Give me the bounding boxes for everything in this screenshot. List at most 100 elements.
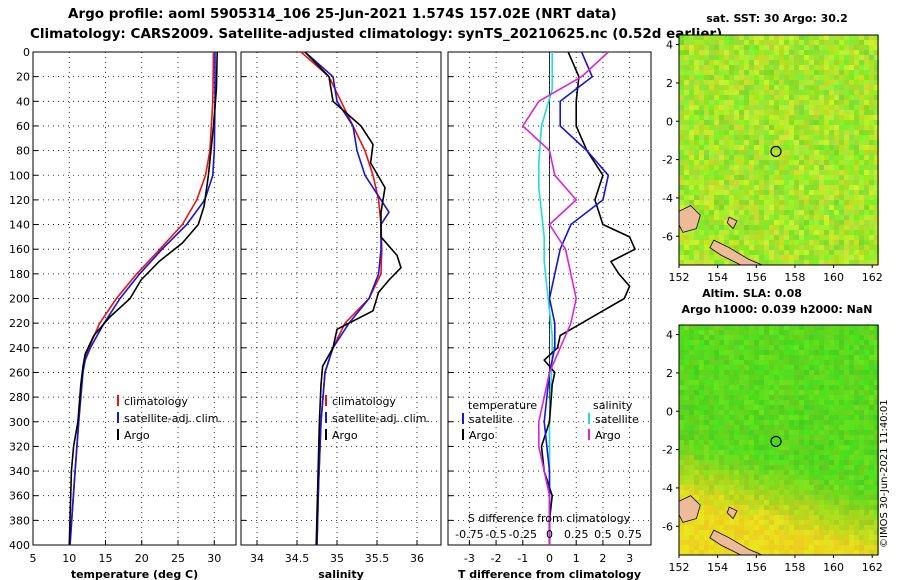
map-cell — [739, 535, 744, 540]
map-cell — [824, 400, 829, 405]
map-cell — [859, 115, 864, 120]
map-cell — [729, 380, 734, 385]
map-cell — [749, 70, 754, 75]
map-cell — [699, 170, 704, 175]
map-cell — [684, 465, 689, 470]
map-cell — [779, 495, 784, 500]
map-cell — [869, 375, 874, 380]
map-cell — [849, 330, 854, 335]
map-cell — [859, 80, 864, 85]
map-cell — [719, 425, 724, 430]
map-cell — [789, 440, 794, 445]
map-cell — [794, 140, 799, 145]
map-cell — [729, 215, 734, 220]
map-cell — [799, 485, 804, 490]
map-cell — [769, 455, 774, 460]
map-cell — [734, 225, 739, 230]
map-cell — [694, 110, 699, 115]
map-cell — [834, 460, 839, 465]
map-cell — [874, 515, 879, 520]
map-cell — [774, 455, 779, 460]
map-cell — [689, 115, 694, 120]
map-cell — [854, 255, 859, 260]
map-cell — [794, 360, 799, 365]
map-cell — [699, 215, 704, 220]
map-cell — [689, 485, 694, 490]
map-cell — [754, 505, 759, 510]
map-cell — [834, 125, 839, 130]
map-cell — [804, 45, 809, 50]
map-cell — [749, 435, 754, 440]
map-cell — [749, 470, 754, 475]
map-cell — [734, 415, 739, 420]
map-cell — [709, 115, 714, 120]
map-cell — [779, 95, 784, 100]
map-cell — [709, 130, 714, 135]
map-cell — [864, 205, 869, 210]
map-cell — [789, 430, 794, 435]
map-cell — [719, 340, 724, 345]
map-cell — [679, 335, 684, 340]
map-cell — [734, 365, 739, 370]
map-cell — [869, 80, 874, 85]
map-cell — [829, 490, 834, 495]
map-cell — [694, 55, 699, 60]
map-cell — [734, 455, 739, 460]
map-cell — [849, 235, 854, 240]
map-cell — [854, 185, 859, 190]
map-cell — [869, 160, 874, 165]
map-cell — [784, 455, 789, 460]
map-cell — [829, 500, 834, 505]
map-cell — [824, 415, 829, 420]
map-cell — [819, 425, 824, 430]
map-cell — [844, 450, 849, 455]
map-cell — [724, 110, 729, 115]
map-cell — [744, 230, 749, 235]
map-cell — [859, 260, 864, 265]
map-cell — [754, 525, 759, 530]
map-cell — [724, 480, 729, 485]
map-cell — [754, 55, 759, 60]
map-cell — [774, 465, 779, 470]
map-cell — [759, 185, 764, 190]
map-cell — [864, 485, 869, 490]
map-cell — [864, 385, 869, 390]
map-cell — [699, 500, 704, 505]
map-cell — [864, 360, 869, 365]
map-cell — [784, 415, 789, 420]
map-cell — [874, 190, 879, 195]
map-cell — [854, 470, 859, 475]
map-cell — [794, 425, 799, 430]
map-cell — [874, 105, 879, 110]
map-cell — [829, 455, 834, 460]
map-cell — [689, 490, 694, 495]
map-cell — [744, 455, 749, 460]
map-cell — [689, 165, 694, 170]
map-cell — [819, 465, 824, 470]
map-cell — [739, 85, 744, 90]
map-cell — [774, 405, 779, 410]
map-cell — [724, 175, 729, 180]
depth-tick-label: 300 — [9, 416, 30, 429]
map-cell — [709, 530, 714, 535]
map-cell — [794, 335, 799, 340]
map-cell — [714, 515, 719, 520]
map-cell — [714, 500, 719, 505]
map-cell — [769, 475, 774, 480]
map-cell — [834, 255, 839, 260]
map-cell — [719, 350, 724, 355]
map-cell — [719, 150, 724, 155]
map-cell — [799, 530, 804, 535]
map-cell — [784, 110, 789, 115]
map-cell — [844, 355, 849, 360]
map-cell — [789, 115, 794, 120]
map-cell — [814, 355, 819, 360]
map-cell — [829, 385, 834, 390]
map-cell — [739, 145, 744, 150]
map-cell — [849, 425, 854, 430]
map-cell — [874, 215, 879, 220]
map-cell — [819, 455, 824, 460]
map-cell — [874, 210, 879, 215]
map-cell — [694, 230, 699, 235]
map-cell — [874, 445, 879, 450]
